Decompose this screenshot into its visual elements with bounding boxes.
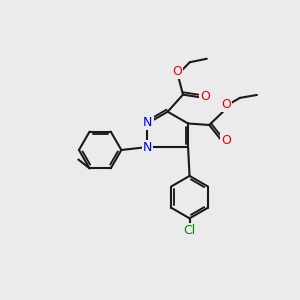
Text: O: O <box>221 134 231 147</box>
Text: N: N <box>143 116 152 129</box>
Text: O: O <box>200 91 210 103</box>
Text: Cl: Cl <box>183 224 196 237</box>
Text: O: O <box>172 65 182 78</box>
Text: N: N <box>142 141 152 154</box>
Text: O: O <box>221 98 231 111</box>
